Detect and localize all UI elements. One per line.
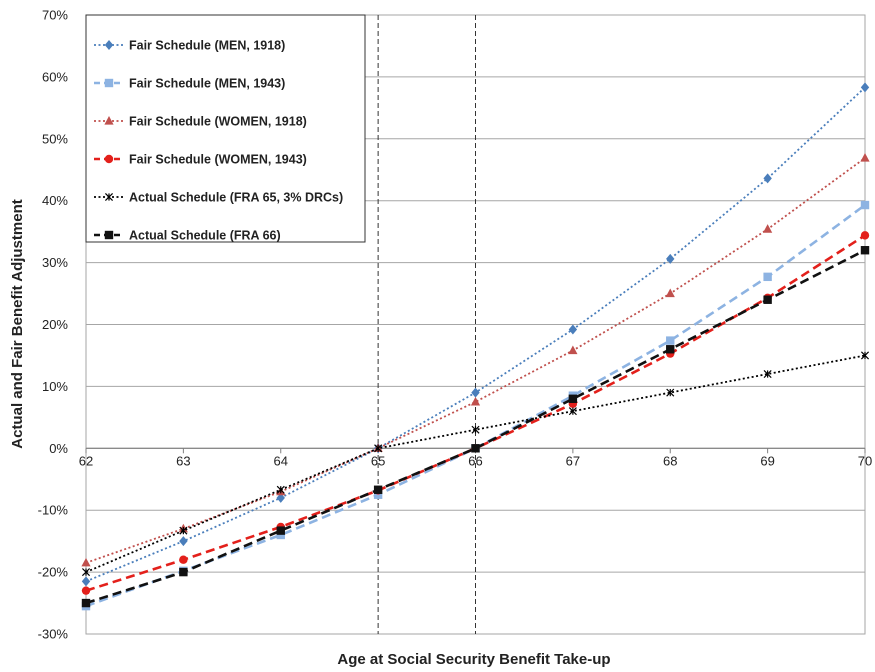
y-tick-label: 10% — [42, 379, 68, 394]
data-point — [860, 82, 870, 93]
data-point — [763, 295, 772, 304]
x-tick-label: 63 — [176, 453, 190, 468]
y-tick-label: 0% — [49, 441, 68, 456]
data-point — [471, 425, 480, 434]
legend-entry: Fair Schedule (WOMEN, 1918) — [94, 115, 307, 129]
data-point — [568, 324, 578, 335]
data-point — [666, 388, 675, 397]
data-point — [104, 154, 114, 164]
y-tick-label: 20% — [42, 317, 68, 332]
y-axis-title: Actual and Fair Benefit Adjustment — [9, 199, 26, 448]
y-tick-label: -30% — [38, 627, 69, 642]
x-tick-label: 65 — [371, 453, 385, 468]
data-point — [860, 231, 870, 240]
data-point — [104, 192, 114, 202]
y-tick-label: 70% — [42, 8, 68, 23]
data-point — [374, 444, 383, 453]
data-point — [81, 568, 91, 577]
data-point — [179, 526, 188, 535]
data-point — [568, 345, 578, 355]
legend-box — [85, 14, 366, 243]
legend-entry: Actual Schedule (FRA 66) — [94, 229, 281, 243]
legend-entry: Fair Schedule (MEN, 1918) — [94, 39, 285, 53]
data-point — [763, 272, 772, 282]
x-tick-label: 67 — [566, 453, 580, 468]
legend-entry: Actual Schedule (FRA 65, 3% DRCs) — [94, 191, 343, 205]
legend-label: Fair Schedule (MEN, 1918) — [129, 39, 285, 53]
data-point — [373, 490, 383, 499]
data-point — [81, 598, 91, 608]
data-point — [860, 200, 870, 210]
legend-label: Fair Schedule (WOMEN, 1943) — [129, 153, 307, 167]
data-point — [666, 345, 675, 354]
data-point — [276, 492, 285, 503]
series-6 — [81, 246, 870, 608]
data-point — [860, 246, 870, 255]
y-tick-label: -20% — [38, 565, 69, 580]
legend: Fair Schedule (MEN, 1918) Fair Schedule (… — [85, 14, 366, 243]
y-tick-label: -10% — [38, 503, 69, 518]
data-point — [763, 369, 772, 379]
legend-label: Fair Schedule (MEN, 1943) — [129, 77, 285, 91]
plot-area — [81, 82, 870, 611]
x-tick-label: 64 — [274, 453, 288, 468]
y-tick-label: 60% — [42, 69, 68, 84]
x-tick-label: 70 — [858, 453, 872, 468]
data-point — [666, 336, 675, 345]
data-point — [104, 116, 114, 125]
data-point — [470, 396, 481, 406]
data-point — [104, 78, 114, 88]
x-tick-label: 68 — [663, 453, 677, 468]
data-point — [568, 394, 578, 403]
legend-label: Actual Schedule (FRA 65, 3% DRCs) — [129, 191, 343, 205]
y-tick-label: 50% — [42, 131, 68, 146]
data-point — [81, 576, 91, 587]
data-point — [179, 536, 188, 547]
y-tick-label: 30% — [42, 255, 68, 270]
legend-entry: Fair Schedule (MEN, 1943) — [94, 77, 285, 91]
data-point — [179, 555, 188, 564]
series-line — [85, 234, 866, 592]
legend-entry: Fair Schedule (WOMEN, 1943) — [94, 153, 307, 167]
data-point — [471, 387, 480, 398]
data-point — [860, 152, 870, 162]
data-point — [276, 530, 285, 540]
data-point — [666, 253, 675, 264]
legend-label: Actual Schedule (FRA 66) — [129, 229, 281, 243]
data-point — [104, 230, 114, 240]
x-axis-title: Age at Social Security Benefit Take-up — [337, 651, 610, 668]
data-point — [276, 526, 285, 535]
series-line — [85, 354, 866, 573]
series-5 — [81, 351, 870, 577]
data-point — [763, 173, 772, 184]
data-point — [104, 40, 114, 50]
data-point — [373, 485, 383, 494]
y-axis: 70% 60% 50% 40% 30% 20% 10% 0% -10% -20% -30% — [38, 8, 69, 642]
data-point — [471, 444, 480, 453]
data-point — [665, 288, 675, 298]
data-point — [179, 567, 188, 577]
legend-label: Fair Schedule (WOMEN, 1918) — [129, 115, 307, 129]
data-point — [81, 586, 91, 595]
y-tick-label: 40% — [42, 193, 68, 208]
data-point — [276, 485, 285, 494]
reference-lines — [377, 15, 476, 634]
x-tick-label: 62 — [79, 453, 93, 468]
data-point — [860, 351, 870, 360]
data-point — [763, 224, 773, 233]
x-tick-label: 69 — [760, 453, 774, 468]
data-point — [568, 407, 577, 416]
data-point — [81, 557, 91, 567]
x-tick-label: 66 — [468, 453, 482, 468]
